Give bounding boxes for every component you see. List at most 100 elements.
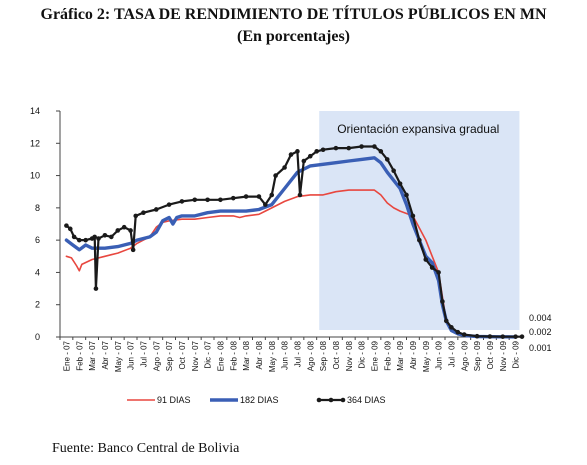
series-point [440, 299, 445, 304]
x-tick-label: Mar - 07 [88, 340, 97, 370]
x-tick-label: Ago - 08 [306, 340, 315, 371]
x-tick-label: Abr - 08 [255, 340, 264, 369]
x-tick-label: Jun - 08 [281, 340, 290, 369]
series-point [449, 325, 454, 330]
series-point [230, 195, 236, 201]
x-tick-label: Oct - 07 [178, 340, 187, 369]
x-tick-label: Mar - 08 [242, 340, 251, 370]
x-tick-label: Sep - 07 [165, 340, 174, 371]
series-point [83, 237, 88, 243]
series-point [243, 194, 249, 199]
series-point [288, 152, 294, 157]
x-tick-label: Ene - 08 [216, 340, 225, 371]
x-tick-label: Jul - 08 [293, 340, 302, 367]
series-point [153, 207, 159, 212]
series-point [96, 236, 101, 241]
series-point [461, 332, 467, 337]
y-tick-label: 6 [35, 235, 40, 245]
x-tick-label: Abr - 09 [409, 340, 418, 369]
series-point [384, 157, 390, 162]
series-point [320, 147, 326, 153]
series-point [359, 144, 364, 149]
legend-marker [340, 397, 346, 403]
series-point [295, 149, 300, 154]
series-point [179, 199, 185, 204]
series-point [102, 233, 108, 238]
x-tick-label: Jul - 09 [447, 340, 456, 367]
series-point [391, 168, 396, 174]
y-tick-label: 2 [35, 300, 40, 310]
series-point [417, 237, 422, 243]
y-tick-label: 4 [35, 267, 40, 277]
series-point [128, 228, 133, 233]
x-tick-label: Dic - 08 [358, 340, 367, 368]
y-tick-label: 8 [35, 203, 40, 213]
series-point [64, 223, 69, 228]
x-tick-label: Sep - 08 [319, 340, 328, 371]
chart-title: Gráfico 2: TASA DE RENDIMIENTO DE TÍTULO… [40, 6, 547, 23]
series-point [297, 192, 303, 198]
series-point [71, 234, 77, 240]
x-tick-label: Nov - 09 [499, 340, 508, 371]
series-point [205, 197, 210, 203]
x-tick-label: May - 07 [114, 340, 123, 372]
series-point [474, 333, 480, 339]
end-value-label: 0.001 [529, 343, 552, 353]
legend-label: 182 DIAS [240, 395, 279, 405]
series-point [263, 202, 268, 207]
x-tick-label: Dic - 09 [512, 340, 521, 368]
series-point [443, 318, 449, 324]
x-tick-label: May - 08 [268, 340, 277, 372]
series-point [500, 334, 506, 339]
series-point [487, 334, 493, 339]
series-point [314, 149, 319, 154]
x-tick-label: Ene - 09 [370, 340, 379, 371]
chart-subtitle: (En porcentajes) [236, 28, 351, 45]
end-value-label: 0.004 [529, 313, 552, 323]
series-point [93, 286, 99, 291]
series-point [436, 270, 441, 275]
series-point [307, 153, 313, 159]
series-point [121, 224, 127, 230]
series-point [269, 192, 275, 198]
series-point [109, 234, 114, 240]
end-value-label: 0.002 [529, 327, 552, 337]
x-tick-label: Oct - 09 [486, 340, 495, 369]
series-point [115, 228, 121, 233]
series-point [141, 210, 146, 215]
x-tick-label: Abr - 07 [101, 340, 110, 369]
series-point [256, 194, 262, 199]
shaded-region [319, 111, 520, 330]
x-tick-label: Jun - 09 [435, 340, 444, 369]
series-point [130, 247, 136, 253]
series-point [455, 329, 461, 335]
series-point [92, 234, 97, 240]
source-note: Fuente: Banco Central de Bolivia [52, 441, 240, 456]
x-tick-label: Dic - 07 [204, 340, 213, 368]
x-tick-label: Ene - 07 [62, 340, 71, 371]
x-tick-label: Nov - 08 [345, 340, 354, 371]
x-tick-label: Ago - 07 [152, 340, 161, 371]
legend-label: 91 DIAS [157, 395, 191, 405]
x-tick-label: Mar - 09 [396, 340, 405, 370]
y-tick-label: 10 [30, 171, 40, 181]
legend-marker [328, 397, 334, 403]
series-point [273, 173, 278, 178]
series-point [76, 237, 82, 243]
x-tick-label: Feb - 09 [383, 340, 392, 370]
series-point [192, 197, 198, 203]
x-tick-label: Jun - 07 [127, 340, 136, 369]
series-point [218, 197, 223, 203]
series-point [346, 145, 352, 151]
x-tick-label: Nov - 07 [191, 340, 200, 371]
series-point [372, 144, 377, 149]
series-point [378, 149, 384, 154]
legend-label: 364 DIAS [347, 395, 386, 405]
y-tick-label: 14 [30, 106, 40, 116]
x-tick-label: May - 09 [422, 340, 431, 372]
series-point [404, 192, 409, 198]
series-point [333, 145, 339, 151]
series-point [282, 165, 287, 170]
x-tick-label: Feb - 08 [229, 340, 238, 370]
